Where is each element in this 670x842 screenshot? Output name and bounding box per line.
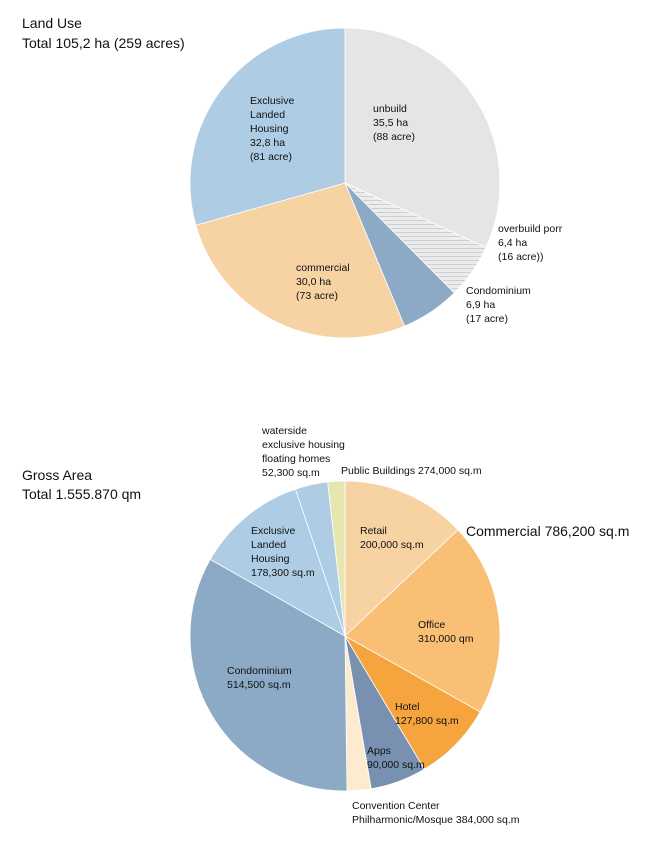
slice-label-line: Exclusive: [251, 525, 296, 537]
slice-label-office: Office 310,000 qm: [418, 619, 474, 645]
land-use-pie: unbuild 35,5 ha (88 acre) overbuild porr 6,4…: [189, 27, 563, 339]
slice-label-line: Office: [418, 619, 445, 631]
slice-label-retail: Retail 200,000 sq.m: [360, 525, 424, 551]
pie-slice-public-buildings: [327, 480, 346, 637]
slice-label-convention-center-philharmonic-mosque: Convention Center Philharmonic/Mosque 384…: [352, 800, 520, 826]
slice-label-hotel: Hotel 127,800 sq.m: [395, 701, 459, 727]
slice-label-line: Landed: [251, 539, 286, 551]
slice-label-public-buildings: Public Buildings 274,000 sq.m: [341, 465, 482, 477]
land-use-chart: Land Use Total 105,2 ha (259 acres) unbu…: [22, 15, 563, 339]
land-use-subtitle: Total 105,2 ha (259 acres): [22, 35, 185, 51]
pie-slice-retail: [344, 480, 459, 637]
slice-label-line: Hotel: [395, 701, 420, 713]
gross-area-pie: Retail 200,000 sq.m Office 310,000 qm Hotel 1…: [189, 425, 520, 826]
slice-label-line: 6,9 ha: [466, 299, 495, 311]
gross-area-title: Gross Area: [22, 467, 92, 483]
slice-label-unbuild: unbuild 35,5 ha (88 acre): [373, 103, 415, 143]
slice-label-line: Exclusive: [250, 95, 295, 107]
slice-label-line: Housing: [251, 553, 290, 565]
slice-label-line: Housing: [250, 123, 289, 135]
pie-slice-unbuild: [344, 27, 501, 248]
slice-label-condominium: Condominium 6,9 ha (17 acre): [466, 285, 531, 325]
slice-label-condominium: Condominium 514,500 sq.m: [227, 665, 292, 691]
pie-slice-condominium: [189, 558, 348, 792]
slice-label-line: (81 acre): [250, 151, 292, 163]
slice-label-line: overbuild porr: [498, 223, 563, 235]
gross-area-subtitle: Total 1.555.870 qm: [22, 486, 141, 502]
slice-label-line: commercial: [296, 262, 350, 274]
slice-label-line: 30,0 ha: [296, 276, 331, 288]
slice-label-line: unbuild: [373, 103, 407, 115]
slice-label-commercial: commercial 30,0 ha (73 acre): [296, 262, 350, 302]
slice-label-line: 52,300 sq.m: [262, 467, 320, 479]
slice-label-line: Condominium: [227, 665, 292, 677]
slice-label-line: waterside: [261, 425, 307, 437]
pie-slice-exclusive-landed-housing: [189, 27, 346, 226]
land-use-title: Land Use: [22, 15, 82, 31]
gross-area-chart: Gross Area Total 1.555.870 qm Commercial…: [22, 425, 629, 826]
slice-label-line: (17 acre): [466, 313, 508, 325]
slice-label-line: Philharmonic/Mosque 384,000 sq.m: [352, 814, 520, 826]
slice-label-line: Convention Center: [352, 800, 440, 812]
slice-label-line: exclusive housing: [262, 439, 345, 451]
slice-label-line: 310,000 qm: [418, 633, 474, 645]
slice-label-line: Landed: [250, 109, 285, 121]
slice-label-line: Apps: [367, 745, 391, 757]
slice-label-line: 200,000 sq.m: [360, 539, 424, 551]
slice-label-waterside-exclusive-housing-floating-homes: waterside exclusive housing floating homes…: [261, 425, 345, 479]
slice-label-line: 514,500 sq.m: [227, 679, 291, 691]
slice-label-line: 127,800 sq.m: [395, 715, 459, 727]
slice-label-line: Retail: [360, 525, 387, 537]
slice-label-line: floating homes: [262, 453, 330, 465]
pie-slice-exclusive-landed-housing: [209, 488, 346, 637]
commercial-group-label: Commercial 786,200 sq.m: [466, 523, 629, 539]
slice-label-line: (73 acre): [296, 290, 338, 302]
slice-label-exclusive-landed-housing: Exclusive Landed Housing 32,8 ha (81 acre): [250, 95, 295, 163]
pie-slice-commercial: [195, 182, 406, 339]
slice-label-line: 35,5 ha: [373, 117, 408, 129]
slice-label-line: Condominium: [466, 285, 531, 297]
slice-label-line: 6,4 ha: [498, 237, 527, 249]
pie-slice-office: [344, 529, 501, 713]
slice-label-line: 32,8 ha: [250, 137, 285, 149]
slice-label-overbuild-porr: overbuild porr 6,4 ha (16 acre)): [498, 223, 563, 263]
slice-label-exclusive-landed-housing: Exclusive Landed Housing 178,300 sq.m: [251, 525, 315, 579]
slice-label-apps: Apps 90,000 sq.m: [367, 745, 425, 771]
slice-label-line: 178,300 sq.m: [251, 567, 315, 579]
slice-label-line: (16 acre)): [498, 251, 544, 263]
slice-label-line: (88 acre): [373, 131, 415, 143]
slice-label-line: 90,000 sq.m: [367, 759, 425, 771]
slice-label-line: Public Buildings 274,000 sq.m: [341, 465, 482, 477]
